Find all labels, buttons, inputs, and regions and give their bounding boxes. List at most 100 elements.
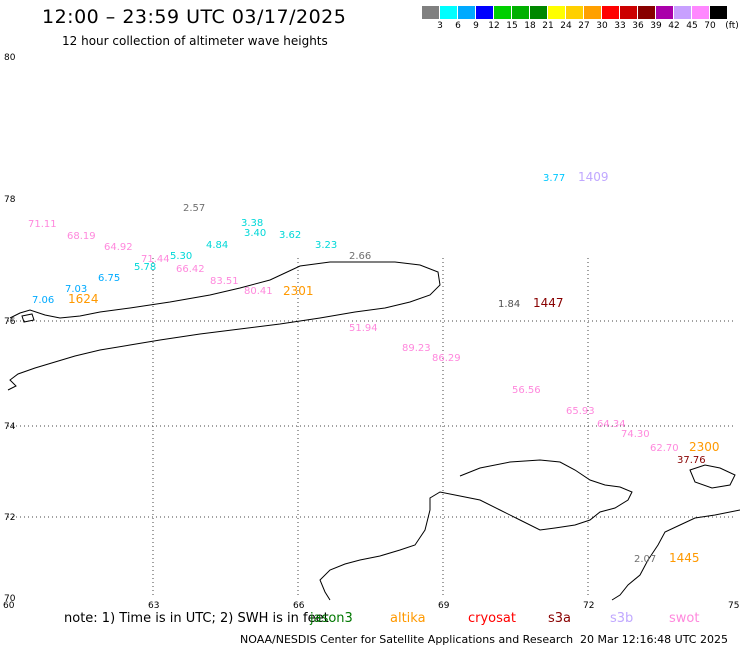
latitude-label: 72 [4,513,15,523]
color-legend: 3 6 9 12 15 18 21 24 27 30 33 36 39 42 45 70 (ft) [422,6,740,31]
legend-label: 42 [668,21,680,31]
legend-swatch [638,6,656,19]
wave-height-value: 51.94 [349,323,378,334]
wave-height-value: 62.70 [650,443,679,454]
wave-height-value: 1624 [68,292,99,306]
generated-timestamp: 20 Mar 12:16:48 UTC 2025 [580,633,728,646]
legend-label: 27 [578,21,590,31]
wave-height-value: 1409 [578,170,609,184]
wave-height-value: 7.06 [32,295,54,306]
coastline [7,261,740,601]
kara-coast [611,509,740,601]
legend-label: 39 [650,21,662,31]
wave-height-value: 3.40 [244,228,266,239]
mission-label: s3b [610,611,634,626]
wave-height-value: 89.23 [402,343,431,354]
wave-height-value: 2300 [689,440,720,454]
legend-swatch [620,6,638,19]
wave-height-value: 7.03 [65,284,87,295]
wave-height-value: 3.62 [279,230,301,241]
wave-height-value: 2.66 [349,251,371,262]
longitude-label: 75 [728,601,739,611]
wave-height-value: 5.78 [134,262,156,273]
wave-height-value: 4.84 [206,240,228,251]
legend-swatch [494,6,512,19]
latitude-label: 70 [4,594,16,604]
islet-coast [21,313,35,323]
legend-swatch [710,6,728,19]
legend-swatch [440,6,458,19]
mission-label: swot [669,611,700,626]
legend-label: 30 [596,21,608,31]
legend-swatch [692,6,710,19]
legend-label: 9 [473,21,479,31]
wave-height-value: 1.84 [498,299,520,310]
wave-height-value: 3.23 [315,240,337,251]
footnote: note: 1) Time is in UTC; 2) SWH is in fe… [64,611,329,626]
wave-height-value: 86.29 [432,353,461,364]
legend-swatch [476,6,494,19]
legend-label: 18 [524,21,536,31]
latitude-label: 80 [4,53,16,63]
wave-height-value: 37.76 [677,455,706,466]
wave-height-value: 66.42 [176,264,205,275]
legend-label: 45 [686,21,698,31]
mission-label: cryosat [468,611,516,626]
legend-swatch [656,6,674,19]
mission-label: altika [390,611,426,626]
longitude-label: 69 [438,601,450,611]
page-subtitle: 12 hour collection of altimeter wave hei… [62,34,328,48]
wave-height-value: 68.19 [67,231,96,242]
legend-label: 15 [506,21,518,31]
wave-height-value: 56.56 [512,385,541,396]
legend-swatch [458,6,476,19]
mission-label: jason3 [310,611,353,626]
wave-height-observations: 3.77 1409 2.57 71.11 3.38 68.19 3.40 3.62 64.92 4… [28,170,720,565]
legend-label: 6 [455,21,461,31]
wave-height-value: 71.44 [141,254,170,265]
novaya-zemlya-coast [319,459,633,601]
wave-height-value: 2.57 [183,203,205,214]
legend-swatch [566,6,584,19]
longitude-label: 63 [148,601,159,611]
legend-swatch [422,6,440,19]
wave-height-value: 71.11 [28,219,57,230]
legend-label: 33 [614,21,626,31]
wave-height-value: 2301 [283,284,314,298]
latitude-label: 74 [4,422,16,432]
wave-height-value: 1447 [533,296,564,310]
legend-label: 12 [488,21,500,31]
legend-swatches [422,6,740,19]
legend-swatch [548,6,566,19]
legend-label: 24 [560,21,572,31]
wave-height-value: 74.30 [621,429,650,440]
wave-height-value: 64.92 [104,242,133,253]
latitude-label: 78 [4,195,16,205]
wave-height-value: 1445 [669,551,700,565]
wave-height-value: 80.41 [244,286,273,297]
legend-label: 70 [704,21,716,31]
wave-height-value: 6.75 [98,273,120,284]
longitude-label: 66 [293,601,305,611]
legend-labels: 3 6 9 12 15 18 21 24 27 30 33 36 39 42 45 70 (ft) [422,19,740,31]
legend-swatch [674,6,692,19]
longitude-label: 72 [583,601,594,611]
legend-label: 36 [632,21,644,31]
page-title: 12:00 – 23:59 UTC 03/17/2025 [42,6,347,28]
graticule [8,258,733,598]
wave-height-value: 65.93 [566,406,595,417]
wave-height-value: 5.30 [170,251,192,262]
wave-height-value: 2.07 [634,554,656,565]
mission-label: s3a [548,611,572,626]
longitude-label: 60 [3,601,15,611]
latitude-label: 76 [4,317,16,327]
legend-swatch [512,6,530,19]
legend-swatch [584,6,602,19]
legend-swatch [530,6,548,19]
east-islet-coast [689,464,736,489]
legend-label: 21 [542,21,554,31]
wave-height-value: 64.34 [597,419,626,430]
svalbard-coast [7,261,441,391]
